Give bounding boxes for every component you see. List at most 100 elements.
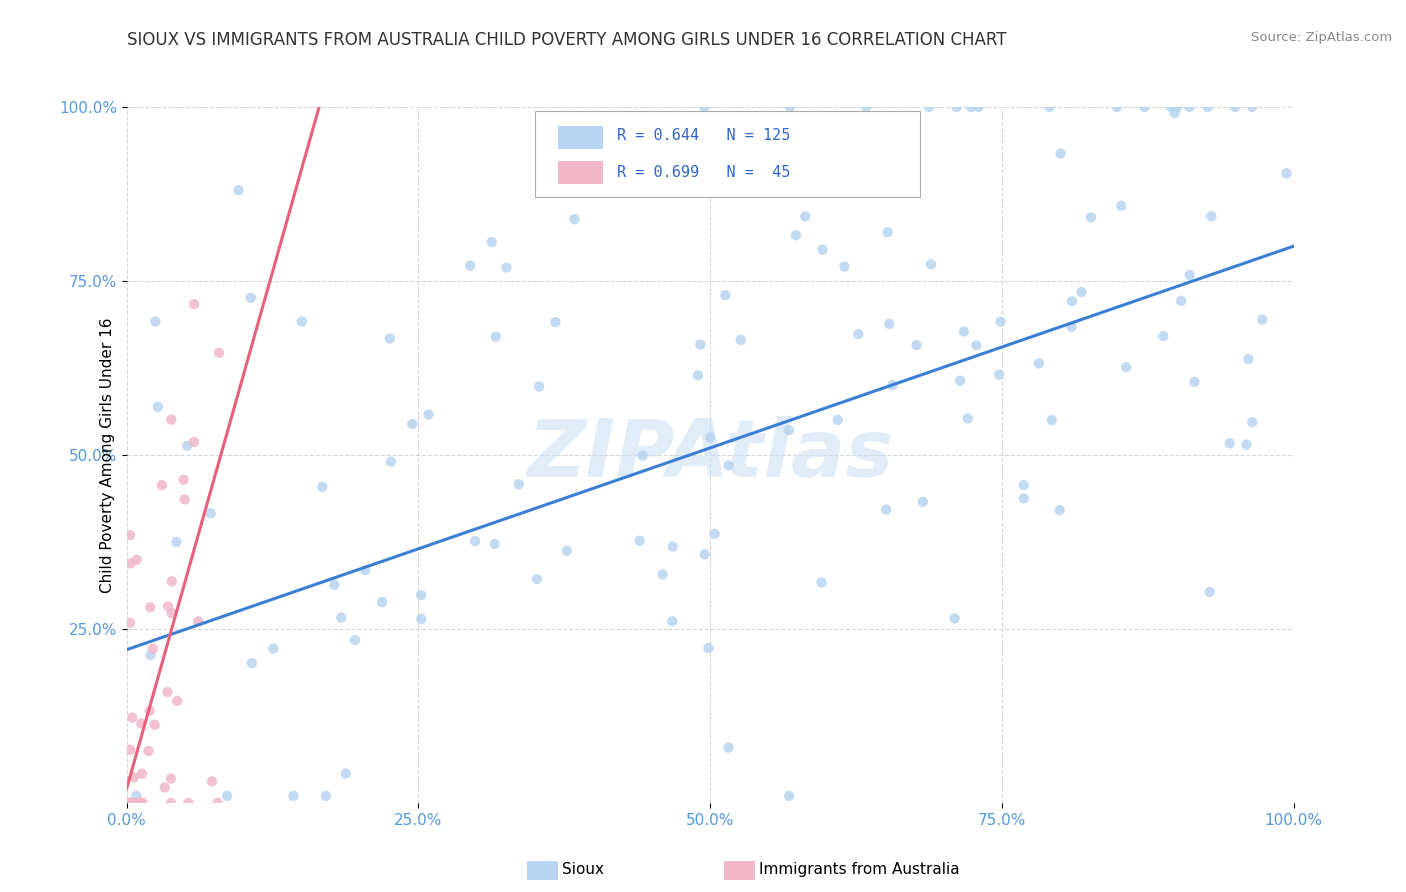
Point — [876, 225, 898, 239]
Point — [481, 235, 503, 249]
Point — [1028, 356, 1050, 370]
Point — [1012, 478, 1035, 492]
Point — [1038, 100, 1060, 114]
Point — [484, 537, 506, 551]
Point — [411, 612, 433, 626]
Point — [911, 495, 934, 509]
Point — [228, 183, 250, 197]
Point — [1201, 209, 1223, 223]
Point — [120, 557, 142, 571]
Point — [495, 260, 517, 275]
Point — [183, 297, 205, 311]
Point — [1012, 491, 1035, 506]
Point — [411, 588, 433, 602]
Point — [138, 744, 160, 758]
Point — [378, 332, 401, 346]
Point — [139, 648, 162, 662]
Point — [877, 120, 900, 135]
Text: Immigrants from Australia: Immigrants from Australia — [759, 863, 960, 877]
Point — [118, 528, 141, 542]
Point — [160, 772, 183, 786]
Point — [960, 100, 983, 114]
Point — [990, 315, 1012, 329]
Point — [1178, 100, 1201, 114]
Point — [1223, 100, 1246, 114]
Point — [201, 774, 224, 789]
Point — [686, 116, 709, 130]
Point — [458, 259, 481, 273]
Point — [952, 325, 974, 339]
Point — [125, 553, 148, 567]
Point — [526, 572, 548, 586]
Point — [283, 789, 305, 803]
Point — [945, 100, 967, 114]
Point — [905, 338, 928, 352]
Point — [1152, 329, 1174, 343]
Point — [354, 563, 377, 577]
Point — [1275, 166, 1298, 180]
Point — [115, 796, 138, 810]
Point — [129, 796, 152, 810]
Point — [1105, 100, 1128, 114]
Point — [217, 789, 239, 803]
Point — [160, 412, 183, 426]
Point — [156, 599, 179, 614]
Point — [693, 548, 716, 562]
Point — [628, 533, 651, 548]
Point — [118, 796, 141, 810]
Point — [689, 337, 711, 351]
Point — [1198, 585, 1220, 599]
Point — [846, 326, 869, 341]
Point — [527, 379, 550, 393]
Point — [173, 473, 195, 487]
Point — [1049, 146, 1071, 161]
Point — [330, 610, 353, 624]
Point — [779, 100, 801, 114]
Point — [143, 314, 166, 328]
Point — [380, 454, 402, 468]
Point — [311, 480, 333, 494]
Bar — [558, 161, 603, 184]
Point — [153, 780, 176, 795]
Point — [717, 458, 740, 473]
Point — [1241, 415, 1264, 429]
Point — [176, 439, 198, 453]
Point — [138, 704, 160, 718]
Point — [827, 413, 849, 427]
Point — [291, 314, 314, 328]
Point — [120, 743, 142, 757]
Point — [738, 149, 761, 163]
Point — [714, 288, 737, 302]
Text: Source: ZipAtlas.com: Source: ZipAtlas.com — [1251, 31, 1392, 45]
Point — [156, 685, 179, 699]
FancyBboxPatch shape — [534, 111, 920, 197]
Point — [717, 740, 740, 755]
Point — [1160, 100, 1182, 114]
Point — [315, 789, 337, 803]
Point — [160, 574, 183, 589]
Point — [207, 796, 229, 810]
Point — [1080, 211, 1102, 225]
Point — [401, 417, 423, 431]
Point — [1109, 199, 1132, 213]
Point — [794, 210, 817, 224]
Point — [418, 408, 440, 422]
Point — [160, 606, 183, 620]
Point — [778, 423, 800, 437]
Point — [1070, 285, 1092, 299]
Point — [785, 228, 807, 243]
Point — [693, 100, 716, 114]
Point — [121, 710, 143, 724]
Point — [165, 535, 187, 549]
Point — [1060, 294, 1083, 309]
Point — [371, 595, 394, 609]
Text: Sioux: Sioux — [562, 863, 605, 877]
Point — [735, 129, 758, 144]
Point — [125, 796, 148, 810]
Text: SIOUX VS IMMIGRANTS FROM AUSTRALIA CHILD POVERTY AMONG GIRLS UNDER 16 CORRELATIO: SIOUX VS IMMIGRANTS FROM AUSTRALIA CHILD… — [127, 31, 1007, 49]
Point — [918, 100, 941, 114]
Point — [177, 796, 200, 810]
Point — [631, 449, 654, 463]
Point — [662, 540, 685, 554]
Point — [988, 368, 1011, 382]
